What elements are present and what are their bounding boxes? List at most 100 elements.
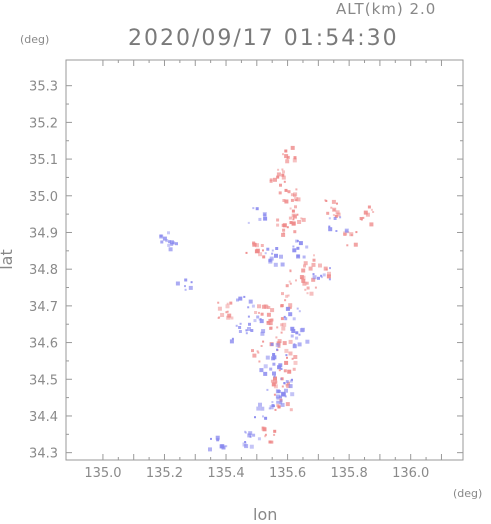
data-point (291, 329, 296, 333)
data-point (275, 247, 279, 250)
data-point (273, 429, 277, 433)
data-point (235, 324, 238, 327)
data-point (260, 345, 263, 347)
data-point (325, 268, 328, 271)
y-axis-label: lat (0, 249, 16, 270)
data-point (289, 379, 293, 383)
data-point (282, 199, 286, 202)
data-point (258, 217, 262, 221)
data-point (269, 256, 274, 261)
data-point (283, 180, 286, 183)
data-point (288, 280, 291, 283)
data-point (226, 315, 231, 320)
data-point (218, 316, 221, 319)
data-point (281, 173, 285, 177)
data-point (252, 353, 257, 358)
y-tick-label: 35.1 (29, 153, 58, 168)
data-point (208, 447, 212, 452)
data-point (190, 281, 193, 284)
data-point (285, 159, 290, 164)
data-point (318, 263, 322, 268)
data-point (175, 281, 180, 286)
data-point (296, 197, 301, 202)
data-point (244, 431, 247, 434)
data-point (268, 258, 272, 262)
data-point (269, 405, 274, 410)
data-point (261, 304, 266, 309)
data-point (277, 405, 281, 409)
data-point (284, 188, 288, 192)
data-point (281, 392, 286, 397)
data-point (275, 343, 280, 348)
data-point (256, 406, 261, 411)
data-point (278, 390, 281, 393)
data-point (252, 207, 255, 210)
data-point (281, 385, 284, 388)
data-point (292, 248, 297, 253)
data-point (216, 438, 220, 442)
data-point (225, 304, 230, 309)
data-point (264, 252, 267, 255)
data-point (284, 299, 287, 302)
data-point (355, 231, 358, 234)
data-point (292, 218, 295, 221)
data-point (168, 247, 173, 252)
data-point (298, 241, 303, 246)
data-point (271, 249, 274, 252)
data-point (274, 408, 277, 411)
data-point (258, 360, 261, 363)
data-point (326, 274, 331, 279)
data-point (184, 278, 188, 282)
data-point (273, 177, 277, 182)
data-point (298, 333, 301, 336)
x-axis-label: lon (253, 505, 278, 524)
data-point (295, 336, 299, 340)
data-point (301, 275, 306, 280)
data-point (260, 331, 265, 336)
data-point (262, 415, 264, 418)
data-point (346, 244, 349, 247)
data-point (258, 252, 263, 257)
y-ticks: 34.3 34.4 34.5 34.6 34.7 34.8 34.9 35.0 35.1 35.2… (29, 80, 463, 462)
data-point (280, 304, 284, 308)
data-point (257, 437, 261, 441)
data-point (255, 243, 259, 248)
data-point (273, 379, 278, 384)
data-point (293, 214, 297, 219)
data-point (273, 262, 278, 267)
data-point (273, 393, 276, 396)
data-point (281, 175, 286, 180)
data-point (256, 315, 260, 319)
data-point (294, 157, 297, 160)
data-point (290, 326, 295, 331)
data-point (247, 433, 252, 438)
data-point (282, 322, 287, 327)
data-point (295, 331, 299, 335)
data-point (293, 192, 298, 197)
y-tick-label: 35.0 (29, 190, 58, 205)
data-point (299, 275, 304, 279)
data-point (288, 351, 293, 356)
data-point (220, 313, 225, 317)
data-point (278, 369, 281, 372)
data-point (229, 339, 234, 344)
data-point (273, 375, 276, 378)
y-tick-label: 35.2 (29, 116, 58, 131)
data-point (276, 175, 280, 179)
data-point (326, 211, 330, 215)
data-point (289, 306, 292, 309)
data-point (238, 296, 243, 301)
data-point (254, 311, 258, 314)
data-point (291, 357, 294, 360)
data-point (264, 435, 267, 438)
data-point (297, 220, 302, 224)
data-point (308, 266, 313, 271)
data-point (317, 276, 320, 280)
data-point (276, 172, 281, 177)
data-point (254, 416, 256, 419)
data-point (248, 322, 251, 326)
data-point (245, 329, 248, 332)
data-point (301, 278, 306, 283)
data-point (302, 281, 307, 286)
